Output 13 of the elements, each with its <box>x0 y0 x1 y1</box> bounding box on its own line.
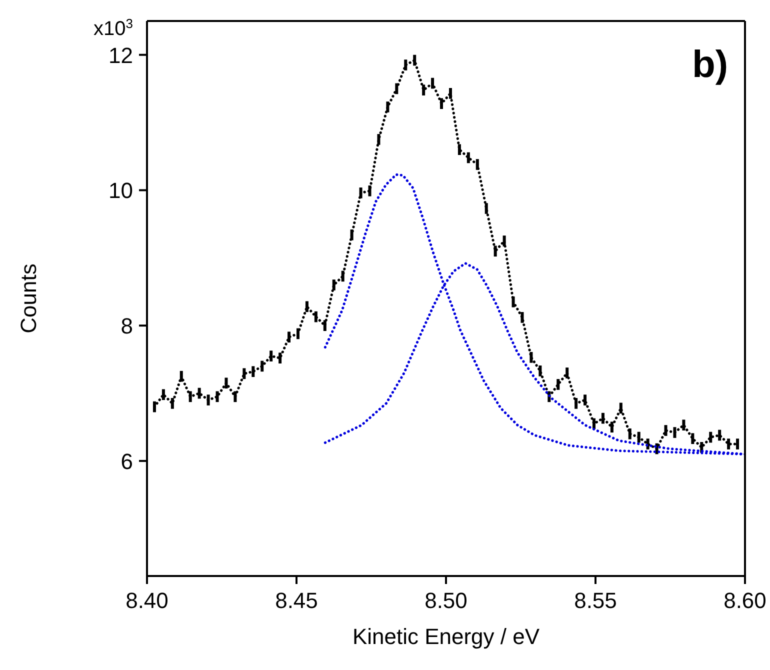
x-tick-label: 8.45 <box>275 588 318 613</box>
y-tick-label: 12 <box>108 42 133 68</box>
x-tick-label: 8.60 <box>724 588 766 613</box>
y-tick-label: 8 <box>120 314 133 339</box>
y-tick-label: 10 <box>108 178 133 204</box>
x-axis-title: Kinetic Energy / eV <box>352 624 540 649</box>
y-axis-title: Counts <box>16 264 41 334</box>
x-tick-label: 8.40 <box>126 588 168 613</box>
text: x10$^{3}$ <box>94 15 133 40</box>
x-tick-label: 8.55 <box>574 588 617 613</box>
annotation: b) <box>692 44 728 87</box>
y-tick-label: 6 <box>120 448 133 474</box>
x-tick-label: 8.50 <box>424 588 468 613</box>
